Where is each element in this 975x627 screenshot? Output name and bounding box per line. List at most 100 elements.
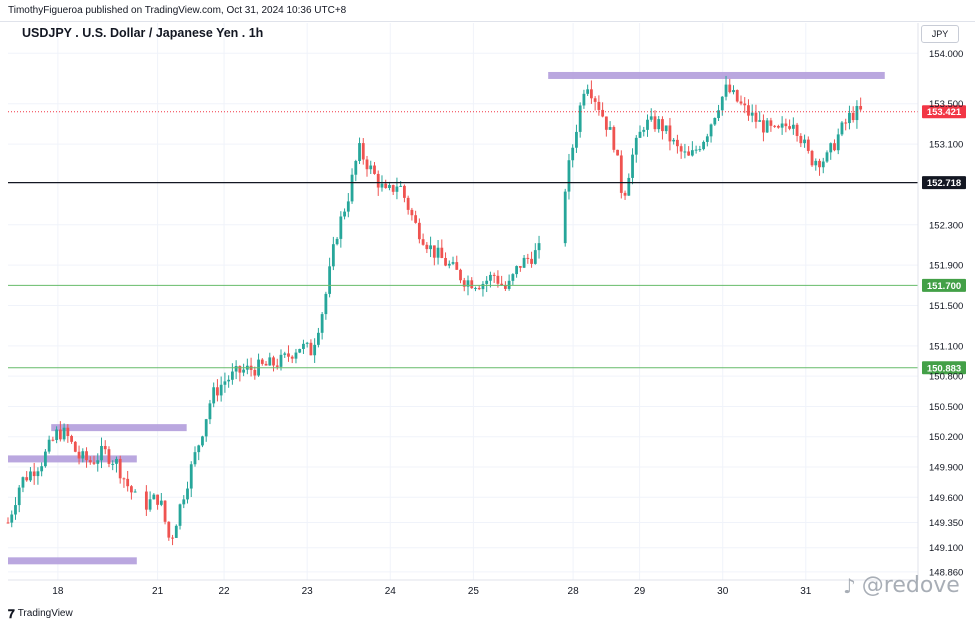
candle-body xyxy=(477,287,481,290)
x-tick-label: 31 xyxy=(800,586,812,597)
candle-body xyxy=(395,186,399,192)
x-tick-label: 22 xyxy=(219,586,231,597)
candle-body xyxy=(361,143,365,160)
candle-body xyxy=(253,369,257,376)
candle-body xyxy=(115,458,118,464)
candle-body xyxy=(230,371,234,380)
candle-body xyxy=(496,275,500,284)
candle-body xyxy=(784,123,788,127)
candle-body xyxy=(705,136,709,142)
candle-body xyxy=(272,357,275,366)
candle-body xyxy=(855,105,859,121)
candle-body xyxy=(747,105,750,116)
candle-body xyxy=(676,139,679,147)
candle-body xyxy=(619,155,623,193)
candle-body xyxy=(88,460,92,463)
candle-body xyxy=(814,160,818,166)
candle-body xyxy=(518,266,522,268)
candle-body xyxy=(369,165,373,170)
candle-body xyxy=(593,98,597,102)
candle-body xyxy=(825,152,829,162)
candle-body xyxy=(14,505,17,515)
candle-body xyxy=(100,445,103,461)
zone-left-mid xyxy=(8,455,137,463)
candle-body xyxy=(859,105,863,110)
candle-body xyxy=(43,451,47,467)
candle-body xyxy=(642,129,646,132)
candle-body xyxy=(690,150,694,156)
candle-body xyxy=(500,283,504,285)
candle-body xyxy=(788,126,792,129)
candle-body xyxy=(589,89,593,99)
candle-body xyxy=(335,238,339,245)
candle-body xyxy=(36,471,40,477)
candle-body xyxy=(799,135,803,144)
candle-body xyxy=(148,499,152,510)
candle-body xyxy=(575,131,578,148)
candle-body xyxy=(391,185,395,192)
zone-left-bottom xyxy=(8,557,137,565)
candle-body xyxy=(156,494,159,505)
candle-body xyxy=(851,112,855,121)
candle-body xyxy=(111,463,115,465)
candle-body xyxy=(679,146,683,152)
footer: 𝟕 TradingView xyxy=(8,606,73,622)
candle-body xyxy=(818,160,821,168)
x-tick-label: 30 xyxy=(717,586,729,597)
candle-body xyxy=(612,127,616,150)
candle-body xyxy=(62,427,66,440)
candle-body xyxy=(803,139,806,144)
candle-body xyxy=(219,384,223,396)
candle-body xyxy=(537,243,541,251)
candle-body xyxy=(601,109,605,117)
candle-body xyxy=(51,439,55,441)
resistance-zone-mid xyxy=(51,424,187,432)
y-tick-label: 149.350 xyxy=(929,518,963,529)
candle-body xyxy=(279,354,283,367)
candle-body xyxy=(380,183,384,188)
candle-body xyxy=(216,387,219,396)
candle-body xyxy=(743,103,747,106)
candle-body xyxy=(92,462,96,464)
candle-body xyxy=(305,342,309,344)
candle-body xyxy=(455,262,459,270)
candle-body xyxy=(328,266,332,294)
candle-body xyxy=(376,173,380,188)
candle-body xyxy=(840,122,844,135)
candle-body xyxy=(208,403,212,420)
published-header: TimothyFigueroa published on TradingView… xyxy=(0,0,975,22)
candle-body xyxy=(358,143,361,161)
currency-selector[interactable]: JPY xyxy=(921,25,959,43)
candle-body xyxy=(664,125,668,132)
candle-body xyxy=(810,150,814,166)
candle-body xyxy=(638,131,642,138)
candle-body xyxy=(324,293,328,315)
candle-body xyxy=(750,112,754,116)
candle-body xyxy=(227,379,231,382)
candle-body xyxy=(649,116,653,120)
candle-body xyxy=(586,89,590,94)
candle-body xyxy=(713,118,717,125)
candle-body xyxy=(627,177,631,196)
candle-body xyxy=(163,500,167,522)
y-tick-label: 154.000 xyxy=(929,49,963,60)
candle-body xyxy=(735,90,739,102)
candle-body xyxy=(451,262,455,264)
candle-body xyxy=(515,266,519,275)
candle-body xyxy=(533,250,537,264)
candle-body xyxy=(10,514,14,523)
candle-body xyxy=(403,185,406,198)
candle-body xyxy=(459,269,462,281)
candle-body xyxy=(343,211,346,217)
candle-body xyxy=(268,357,272,366)
candle-body xyxy=(47,439,51,452)
candle-body xyxy=(728,84,732,93)
x-tick-label: 21 xyxy=(152,586,164,597)
candle-body xyxy=(582,93,586,106)
candle-body xyxy=(118,458,122,479)
y-tick-label: 153.100 xyxy=(929,140,963,151)
candle-body xyxy=(776,125,780,128)
candle-body xyxy=(107,449,111,464)
candle-body xyxy=(189,464,193,489)
